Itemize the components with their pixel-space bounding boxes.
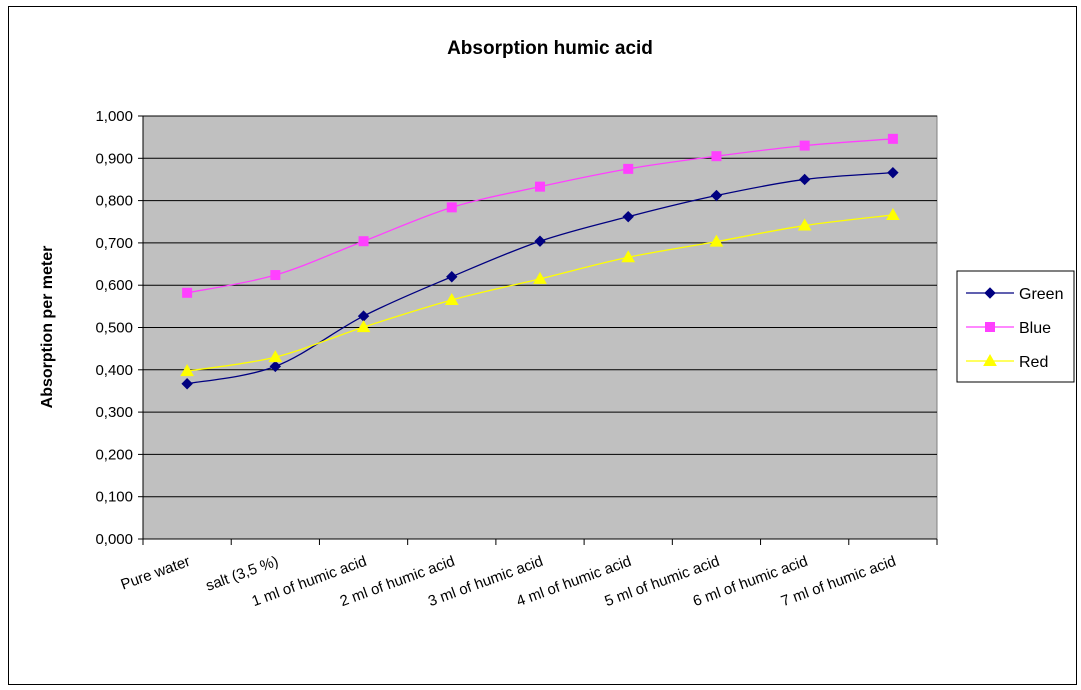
- data-point: [535, 181, 545, 192]
- y-axis-title: Absorption per meter: [39, 246, 56, 409]
- data-point: [709, 234, 724, 247]
- series-blue: [182, 133, 898, 298]
- legend-item: Blue: [966, 320, 1051, 337]
- legend-label: Green: [1019, 286, 1063, 303]
- data-point: [623, 163, 634, 174]
- data-point: [887, 133, 898, 144]
- series-green: [181, 166, 899, 390]
- y-tick-label: 0,500: [95, 320, 133, 337]
- data-point: [887, 166, 899, 179]
- data-point: [533, 271, 547, 284]
- data-point: [797, 218, 812, 231]
- data-point: [799, 140, 810, 151]
- legend-label: Red: [1019, 354, 1048, 371]
- data-point: [182, 287, 193, 298]
- y-tick-label: 0,900: [95, 150, 133, 167]
- legend-item: Red: [966, 353, 1048, 371]
- data-point: [444, 292, 459, 306]
- data-point: [621, 250, 636, 263]
- series-red: [180, 207, 900, 377]
- gridlines: [143, 115, 937, 498]
- data-point: [622, 210, 634, 223]
- legend-marker: [983, 353, 997, 366]
- data-point: [268, 350, 283, 363]
- data-point: [270, 270, 281, 281]
- data-point: [886, 207, 900, 220]
- legend-label: Blue: [1019, 320, 1051, 337]
- data-point: [358, 236, 369, 247]
- y-tick-label: 0,000: [95, 531, 133, 548]
- y-tick-label: 1,000: [95, 108, 133, 125]
- y-tick-label: 0,800: [95, 193, 133, 210]
- legend-marker: [985, 322, 995, 332]
- data-point: [446, 271, 458, 283]
- data-point: [181, 378, 193, 390]
- legend-marker: [984, 287, 996, 299]
- data-point: [269, 360, 282, 373]
- y-tick-label: 0,600: [95, 277, 133, 294]
- x-tick-label: Pure water: [118, 553, 192, 594]
- data-point: [180, 364, 194, 377]
- data-point: [711, 151, 722, 162]
- legend-item: Green: [966, 286, 1063, 303]
- chart-title: Absorption humic acid: [447, 38, 653, 59]
- series-layer: [180, 133, 900, 390]
- y-tick-label: 0,700: [95, 235, 133, 252]
- data-point: [710, 189, 723, 202]
- y-tick-label: 0,200: [95, 446, 133, 463]
- legend: Green Blue Red: [956, 270, 1075, 383]
- y-tick-label: 0,400: [95, 362, 133, 379]
- data-point: [798, 173, 811, 186]
- y-tick-label: 0,300: [95, 404, 133, 421]
- data-point: [356, 320, 371, 333]
- data-point: [534, 235, 546, 247]
- y-tick-label: 0,100: [95, 489, 133, 506]
- data-point: [446, 202, 457, 213]
